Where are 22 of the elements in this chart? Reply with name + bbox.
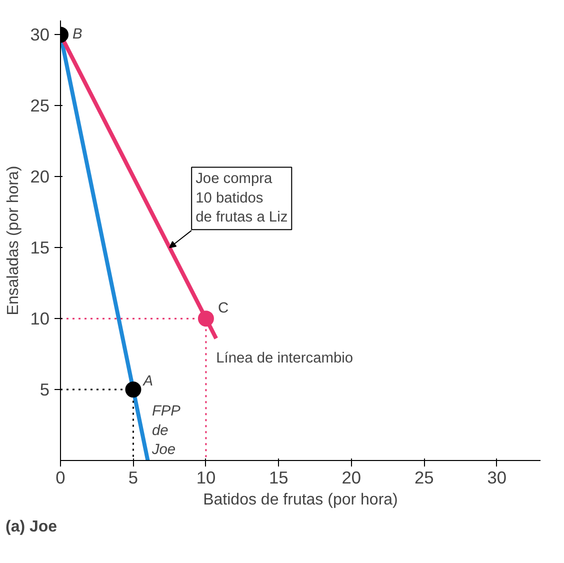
y-tick-label: 20 <box>30 166 50 187</box>
annotation: Joe compra 10 batidos de frutas a Liz <box>196 171 288 226</box>
y-axis-title: Ensaladas (por hora) <box>5 166 22 316</box>
x-tick-label: 15 <box>269 468 288 488</box>
x-tick-label: 10 <box>196 468 216 488</box>
x-tick-label: 0 <box>56 468 66 488</box>
text: (a) Joe <box>6 518 58 536</box>
x-tick-label: 25 <box>414 468 434 488</box>
y-tick-label: 5 <box>40 380 50 400</box>
x-axis-title: Batidos de frutas (por hora) <box>203 492 398 508</box>
y-tick-label: 25 <box>30 96 50 116</box>
annotation: Línea de intercambio <box>216 350 354 366</box>
annotation: FPP de Joe <box>150 404 181 458</box>
x-tick-label: 30 <box>487 468 507 488</box>
annotation: A <box>142 374 154 390</box>
x-tick-label: 5 <box>128 468 138 488</box>
y-tick-label: 15 <box>30 238 50 258</box>
x-tick-label: 20 <box>342 468 362 488</box>
y-tick-label: 30 <box>30 24 50 45</box>
y-tick-label: 10 <box>30 308 50 329</box>
annotation: B <box>72 26 82 43</box>
annotation: C <box>218 300 229 317</box>
